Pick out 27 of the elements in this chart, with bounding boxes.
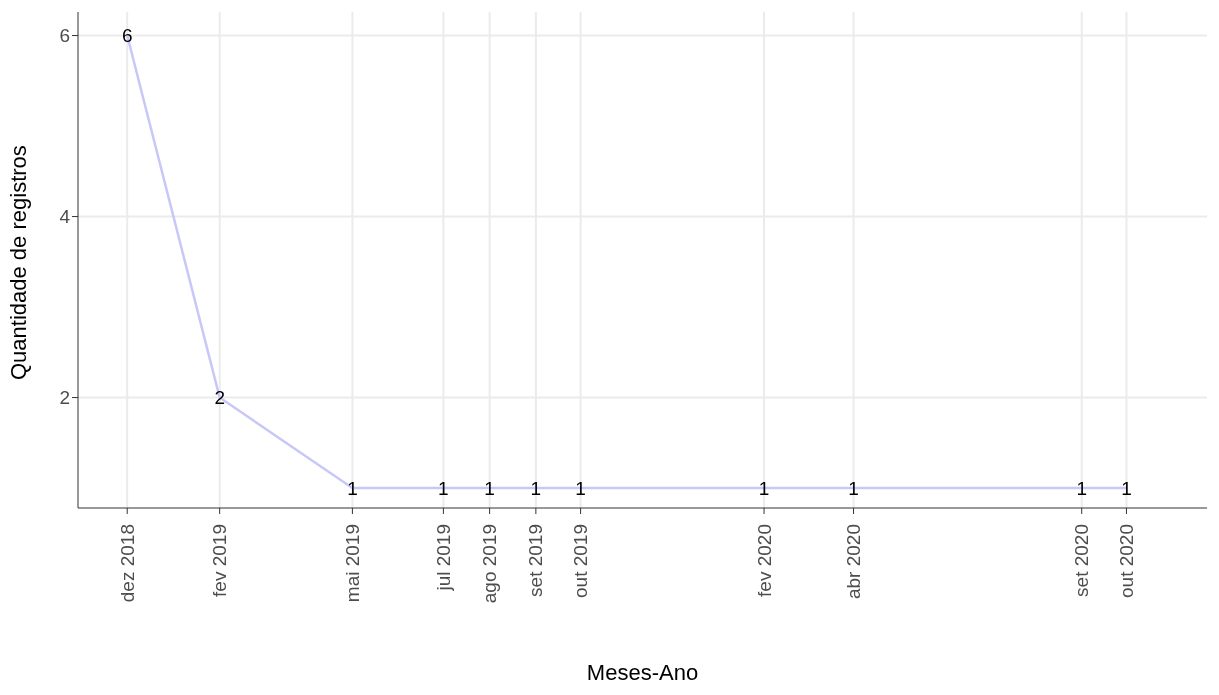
x-tick-label: set 2019 xyxy=(525,524,547,597)
y-tick-label: 4 xyxy=(59,206,71,228)
data-label: 6 xyxy=(121,25,133,47)
data-label: 1 xyxy=(484,477,495,499)
x-tick-label: out 2019 xyxy=(570,524,592,598)
data-label: 1 xyxy=(347,477,358,499)
y-tick-label: 6 xyxy=(59,25,70,47)
x-tick-label: fev 2020 xyxy=(753,524,775,597)
x-tick-label: dez 2018 xyxy=(116,524,138,603)
x-tick-label: fev 2019 xyxy=(209,524,231,597)
data-label: 1 xyxy=(575,477,586,499)
data-label: 1 xyxy=(1076,477,1088,499)
y-tick-label: 2 xyxy=(59,387,70,409)
data-label: 1 xyxy=(758,477,770,499)
data-label: 1 xyxy=(848,477,859,499)
x-tick-label: ago 2019 xyxy=(479,524,501,604)
x-tick-label: jul 2019 xyxy=(432,524,454,592)
data-label: 1 xyxy=(530,477,542,499)
x-tick-label: mai 2019 xyxy=(341,524,363,603)
data-label: 1 xyxy=(438,477,449,499)
data-label: 2 xyxy=(214,387,225,409)
data-label: 1 xyxy=(1121,477,1132,499)
x-tick-label: out 2020 xyxy=(1115,524,1137,598)
x-tick-label: abr 2020 xyxy=(843,524,865,600)
x-axis-title: Meses-Ano xyxy=(586,660,699,685)
x-tick-label: set 2020 xyxy=(1071,524,1093,597)
y-axis-title: Quantidade de registros xyxy=(5,145,31,380)
